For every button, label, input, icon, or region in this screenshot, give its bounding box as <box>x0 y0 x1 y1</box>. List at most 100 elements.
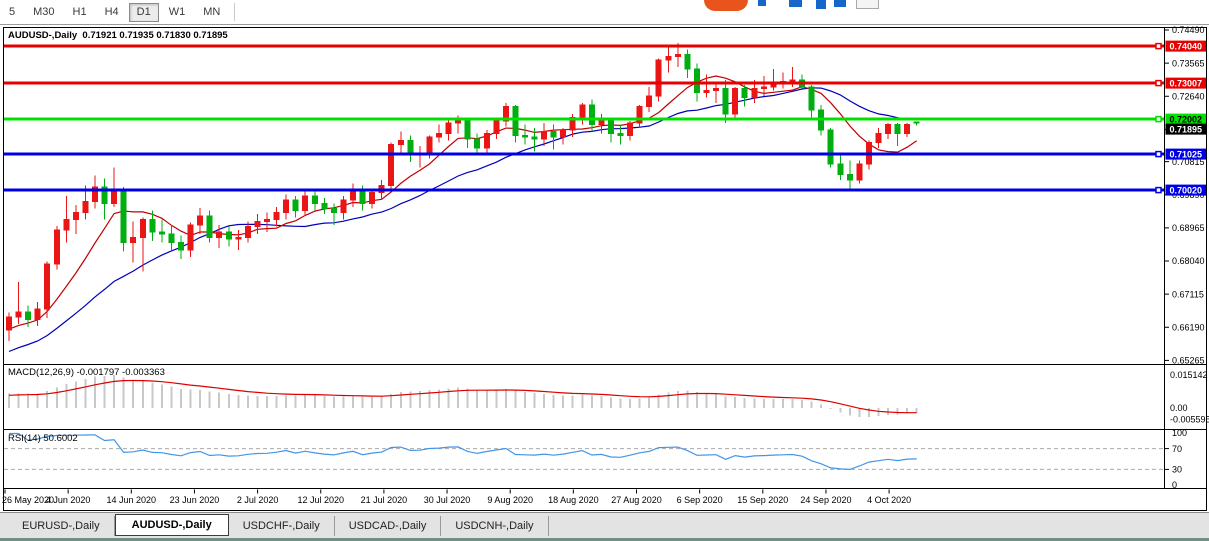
svg-text:0: 0 <box>1172 480 1177 490</box>
candle <box>177 242 184 251</box>
candle <box>856 163 863 181</box>
svg-text:0.74490: 0.74490 <box>1172 25 1205 35</box>
ma-fast-line <box>8 75 918 330</box>
price-line-badges: 0.74040 0.73007 0.72002 0.71025 0.70020 <box>1155 40 1206 196</box>
svg-text:12 Jul 2020: 12 Jul 2020 <box>297 495 344 505</box>
candles <box>6 42 920 342</box>
svg-text:30 Jul 2020: 30 Jul 2020 <box>424 495 471 505</box>
current-price-badge: 0.71895 <box>1165 123 1206 135</box>
symbol-tabbar: EURUSD-,Daily AUDUSD-,Daily USDCHF-,Daily U… <box>0 512 1209 538</box>
svg-text:0.71025: 0.71025 <box>1169 150 1202 160</box>
chart-tab-USDCNHDaily[interactable]: USDCNH-,Daily <box>441 515 549 536</box>
candle <box>244 226 251 238</box>
logo-box-fragment-icon <box>856 0 879 9</box>
candle <box>684 54 691 70</box>
candle <box>541 131 548 140</box>
timeframe-toolbar: 5 M30 H1 H4 D1 W1 MN <box>0 0 1209 25</box>
candle <box>216 231 223 238</box>
logo-letter-fragment-icon <box>816 0 826 9</box>
rsi-pane <box>4 432 1164 471</box>
candle <box>789 79 796 83</box>
svg-text:-0.005595: -0.005595 <box>1170 415 1209 425</box>
svg-text:23 Jun 2020: 23 Jun 2020 <box>170 495 220 505</box>
svg-text:0.70815: 0.70815 <box>1172 157 1205 167</box>
candle <box>225 231 232 240</box>
candle <box>82 201 89 213</box>
candle <box>101 186 108 204</box>
chart-tab-EURUSDDaily[interactable]: EURUSD-,Daily <box>8 515 115 536</box>
rsi-indicator-label: RSI(14) 50.6002 <box>8 432 78 444</box>
candle <box>235 236 242 240</box>
macd-indicator-label: MACD(12,26,9) -0.001797 -0.003363 <box>8 367 165 378</box>
candle <box>149 218 156 233</box>
candle <box>435 133 442 138</box>
svg-text:0.73565: 0.73565 <box>1172 58 1205 68</box>
candle <box>741 88 748 99</box>
timeframe-buttons: 5 M30 H1 H4 D1 W1 MN <box>0 2 229 22</box>
candle <box>588 104 595 126</box>
candle <box>158 231 165 235</box>
candle <box>455 120 462 124</box>
candle <box>531 136 538 140</box>
svg-text:70: 70 <box>1172 444 1182 454</box>
candle <box>397 140 404 145</box>
candle <box>464 120 471 140</box>
chart-tab-AUDUSDDaily[interactable]: AUDUSD-,Daily <box>114 513 229 536</box>
candle <box>512 106 519 136</box>
timeframe-button-M30[interactable]: M30 <box>33 5 55 18</box>
candle <box>474 138 481 149</box>
svg-text:4 Jun 2020: 4 Jun 2020 <box>46 495 91 505</box>
svg-text:0.00: 0.00 <box>1170 403 1188 413</box>
svg-text:0.71895: 0.71895 <box>1169 125 1202 135</box>
candle <box>63 218 70 231</box>
svg-text:9 Aug 2020: 9 Aug 2020 <box>487 495 533 505</box>
candle <box>493 120 500 135</box>
candle <box>713 88 720 92</box>
candle <box>885 124 892 135</box>
candle <box>875 133 882 143</box>
logo-letter-fragment-icon <box>789 0 802 7</box>
svg-text:0.70020: 0.70020 <box>1169 185 1202 195</box>
svg-text:18 Aug 2020: 18 Aug 2020 <box>548 495 599 505</box>
logo-swoosh-icon <box>704 0 748 11</box>
candle <box>732 88 739 115</box>
svg-text:26 May 2020: 26 May 2020 <box>2 495 54 505</box>
candle <box>722 88 729 115</box>
timeframe-button-5[interactable]: 5 <box>9 5 16 18</box>
timeframe-button-H1[interactable]: H1 <box>72 5 87 18</box>
candle <box>693 68 700 93</box>
candle <box>197 215 204 226</box>
candle <box>837 163 844 176</box>
candle <box>827 129 834 165</box>
svg-text:0.67115: 0.67115 <box>1172 289 1204 299</box>
candle <box>263 218 270 222</box>
logo-letter-fragment-icon <box>834 0 846 7</box>
svg-text:6 Sep 2020: 6 Sep 2020 <box>677 495 723 505</box>
candle <box>302 195 309 212</box>
timeframe-button-D1[interactable]: D1 <box>128 2 159 22</box>
candle <box>569 116 576 131</box>
svg-text:0.65265: 0.65265 <box>1172 356 1205 366</box>
svg-text:0.68040: 0.68040 <box>1172 256 1205 266</box>
candle <box>646 95 653 108</box>
candle <box>34 308 41 321</box>
svg-text:0.015142: 0.015142 <box>1170 370 1208 380</box>
chart-tab-USDCADDaily[interactable]: USDCAD-,Daily <box>335 515 442 536</box>
candle <box>521 134 528 138</box>
candle <box>913 121 920 124</box>
timeframe-button-W1[interactable]: W1 <box>168 5 186 18</box>
candle <box>292 199 299 212</box>
candle <box>91 186 98 203</box>
candle <box>579 104 586 118</box>
timeframe-button-H4[interactable]: H4 <box>104 5 119 18</box>
chart-tab-USDCHFDaily[interactable]: USDCHF-,Daily <box>229 515 335 536</box>
candle <box>321 202 328 210</box>
candle <box>254 220 261 228</box>
macd-signal-line <box>8 379 917 414</box>
candle <box>627 122 634 136</box>
candle <box>617 133 624 136</box>
price-pane <box>6 42 920 353</box>
timeframe-button-MN[interactable]: MN <box>203 5 221 18</box>
